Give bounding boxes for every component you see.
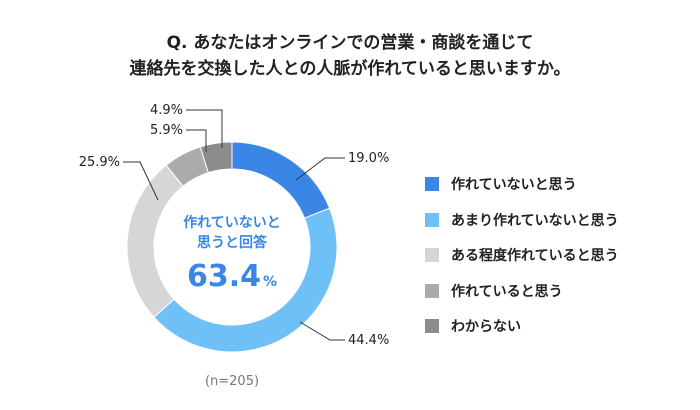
chart-title: Q. あなたはオンラインでの営業・商談を通じて 連絡先を交換した人との人脈が作れ…	[0, 30, 700, 82]
legend-item-3: ある程度作れていると思う	[425, 246, 619, 264]
slice-label-1: 19.0%	[348, 151, 389, 166]
legend-swatch	[425, 248, 439, 262]
center-value-group: 63.4%	[187, 259, 277, 294]
legend-item-5: わからない	[425, 317, 619, 335]
legend-swatch	[425, 212, 439, 227]
sample-size-note: (n=205)	[205, 374, 259, 389]
center-label-line-2: 思うと回答	[197, 234, 268, 251]
donut-slice-1	[231, 141, 331, 219]
legend: 作れていないと思うあまり作れていないと思う ある程度作れていると思う 作れていると思…	[425, 175, 619, 353]
leader-line-5	[186, 109, 223, 148]
legend-swatch	[425, 319, 439, 333]
center-unit: %	[263, 274, 277, 290]
legend-item-4: 作れていると思う	[425, 282, 619, 300]
slice-label-5: 4.9%	[150, 103, 183, 118]
legend-swatch	[425, 177, 439, 191]
title-line-1: Q. あなたはオンラインでの営業・商談を通じて	[166, 33, 534, 53]
title-line-2: 連絡先を交換した人との人脈が作れていると思いますか。	[129, 59, 571, 79]
leader-line-4	[186, 129, 207, 152]
slice-label-3: 25.9%	[79, 155, 120, 170]
legend-label: 作れていないと思う	[451, 177, 577, 193]
legend-item-1: 作れていないと思う	[425, 175, 619, 193]
legend-label: 作れていると思う	[451, 283, 563, 300]
leader-line-3	[123, 161, 159, 201]
leader-line-2	[299, 321, 345, 341]
leader-line-1	[295, 157, 345, 181]
legend-label: わからない	[451, 319, 521, 335]
slice-label-2: 44.4%	[348, 333, 389, 348]
donut-slice-2	[153, 207, 338, 353]
donut-slice-5	[199, 141, 233, 174]
donut-slice-3	[126, 164, 184, 318]
legend-label: ある程度作れていると思う	[451, 248, 619, 264]
center-value: 63.4	[187, 259, 261, 294]
legend-label: あまり作れていないと思う	[451, 212, 619, 229]
legend-item-2: あまり作れていないと思う	[425, 211, 619, 229]
legend-swatch	[425, 283, 439, 298]
slice-label-4: 5.9%	[150, 123, 183, 138]
center-label-line-1: 作れていないと	[183, 214, 281, 231]
